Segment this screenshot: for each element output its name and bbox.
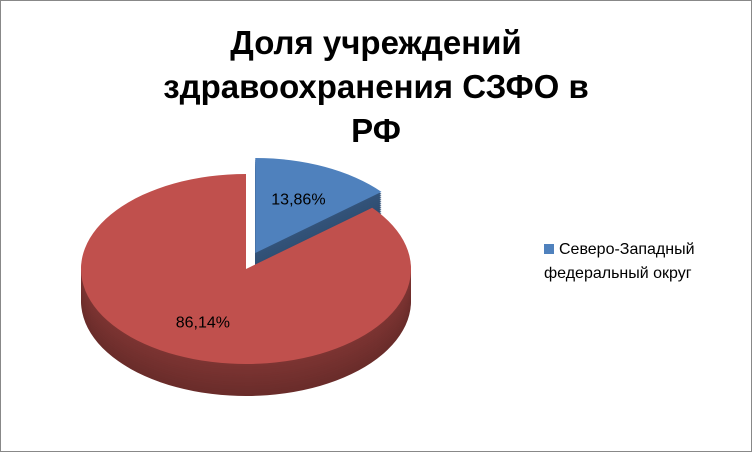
chart-title: Доля учреждений здравоохранения СЗФО в Р… [163,24,589,149]
legend-label: Северо-Западный федеральный округ [544,241,695,282]
data-label: 86,14% [176,314,230,331]
legend-item: Северо-Западный федеральный округ [544,238,734,286]
data-label: 13,86% [271,192,325,209]
slice [255,158,382,254]
legend-swatch [544,244,554,254]
slice [81,174,412,364]
legend: Северо-Западный федеральный округ [544,238,734,286]
